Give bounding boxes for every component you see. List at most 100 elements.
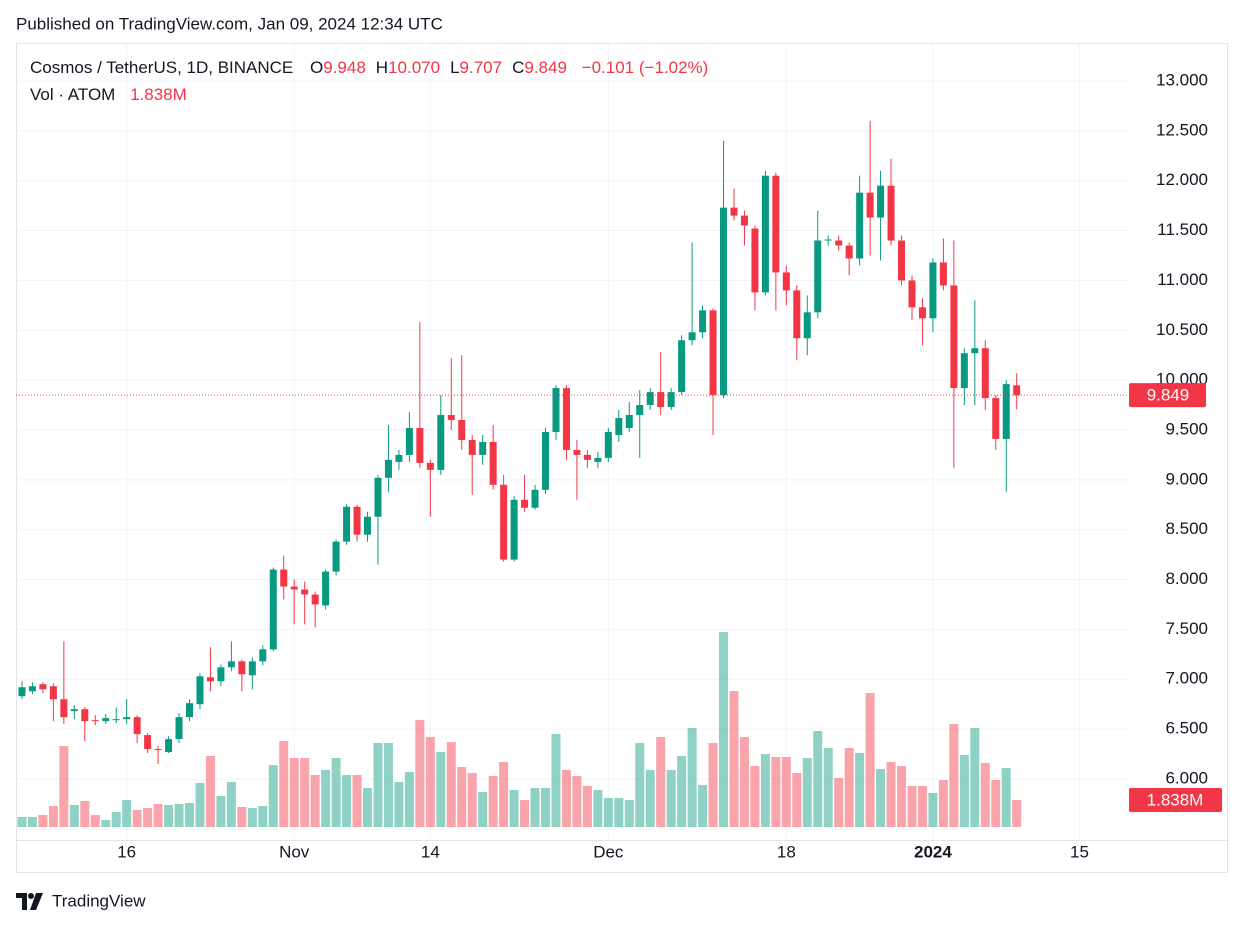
volume-bar	[17, 817, 27, 827]
volume-bar	[80, 801, 90, 827]
volume-bar	[561, 770, 571, 827]
volume-bar	[300, 758, 310, 827]
volume-bar	[342, 775, 352, 827]
volume-bar	[876, 769, 886, 827]
volume-bar	[834, 778, 844, 827]
candle-body	[343, 506, 351, 542]
x-tick-label: 16	[117, 842, 136, 861]
legend-line-1: Cosmos / TetherUS, 1D, BINANCE O9.948 H10…	[30, 58, 708, 77]
ohlc-key: L	[450, 58, 459, 77]
volume-bar	[645, 770, 655, 827]
candle-body	[500, 484, 508, 560]
candle-body	[458, 420, 466, 440]
candle-body	[950, 285, 958, 389]
candle-body	[364, 516, 372, 535]
candle-body	[91, 720, 99, 722]
x-tick-label: 2024	[914, 842, 952, 861]
legend-line-2: Vol · ATOM 1.838M	[30, 85, 187, 104]
volume-bar	[666, 770, 676, 827]
candle-body	[217, 667, 225, 682]
candle-body	[772, 175, 780, 273]
candle-body	[583, 454, 591, 460]
x-tick-label: 14	[421, 842, 440, 861]
published-note: Published on TradingView.com, Jan 09, 20…	[16, 14, 443, 33]
ohlc-value: 9.849	[524, 58, 567, 77]
volume-bar	[394, 782, 404, 827]
volume-bar	[383, 743, 393, 827]
volume-pane	[17, 632, 1022, 827]
volume-bar	[310, 775, 320, 827]
volume-bar	[551, 734, 561, 827]
volume-bar	[478, 792, 488, 827]
volume-bar	[844, 748, 854, 827]
candle-body	[824, 239, 832, 241]
volume-bar	[122, 800, 132, 827]
x-tick-label: 15	[1070, 842, 1089, 861]
volume-bar	[509, 790, 519, 827]
volume-bar	[855, 753, 865, 827]
candle-body	[165, 739, 173, 753]
candle-body	[929, 262, 937, 319]
y-tick-label: 12.500	[1156, 120, 1208, 139]
candle-body	[657, 392, 665, 408]
volume-bar	[897, 766, 907, 827]
y-tick-label: 10.500	[1156, 320, 1208, 339]
grid	[16, 44, 1128, 840]
candle-body	[971, 348, 979, 354]
candle-body	[39, 684, 47, 690]
volume-bar	[425, 737, 435, 827]
candle-body	[70, 709, 78, 712]
ohlc-value: 9.707	[460, 58, 503, 77]
candle-body	[709, 310, 717, 396]
volume-bar	[174, 804, 184, 827]
candle-body	[625, 415, 633, 428]
volume-bar	[970, 728, 980, 827]
candle-body	[793, 290, 801, 339]
volume-bar	[656, 737, 666, 827]
volume-bar	[185, 803, 195, 827]
volume-bar	[373, 743, 383, 827]
volume-bar	[802, 758, 812, 827]
volume-bar	[677, 756, 687, 827]
volume-bar	[739, 737, 749, 827]
candle-body	[699, 310, 707, 333]
volume-bar	[991, 780, 1001, 827]
candle-body	[992, 398, 1000, 439]
candle-body	[154, 749, 162, 751]
volume-bar	[813, 731, 823, 827]
candle-body	[521, 499, 529, 508]
volume-bar	[415, 720, 425, 827]
candle-body	[269, 569, 277, 650]
volume-bar	[624, 800, 634, 827]
volume-bar	[886, 762, 896, 827]
candle-body	[542, 431, 550, 490]
y-tick-label: 11.500	[1157, 220, 1208, 239]
volume-bar	[907, 786, 917, 827]
volume-bar	[750, 766, 760, 827]
volume-bar	[865, 693, 875, 827]
y-tick-label: 12.000	[1156, 170, 1208, 189]
candle-body	[489, 441, 497, 485]
candle-body	[531, 489, 539, 508]
candle-body	[678, 340, 686, 393]
volume-bar	[48, 806, 58, 827]
volume-bar	[195, 783, 205, 827]
y-tick-label: 9.500	[1165, 419, 1208, 438]
symbol-title: Cosmos / TetherUS, 1D, BINANCE	[30, 58, 293, 77]
volume-bar	[446, 742, 456, 827]
candle-body	[437, 415, 445, 470]
volume-bar	[980, 763, 990, 827]
candle-body	[562, 388, 570, 450]
ohlc-value: 9.948	[323, 58, 366, 77]
x-tick-label: 18	[777, 842, 796, 861]
ohlc-value: 10.070	[388, 58, 440, 77]
candle-body	[636, 405, 644, 416]
volume-bar	[321, 770, 331, 827]
candle-body	[615, 418, 623, 435]
volume-value: 1.838M	[130, 85, 187, 104]
volume-bar	[614, 798, 624, 827]
volume-bar	[59, 746, 69, 827]
volume-bar	[781, 757, 791, 827]
volume-bar	[38, 815, 48, 827]
volume-bar	[69, 805, 79, 827]
